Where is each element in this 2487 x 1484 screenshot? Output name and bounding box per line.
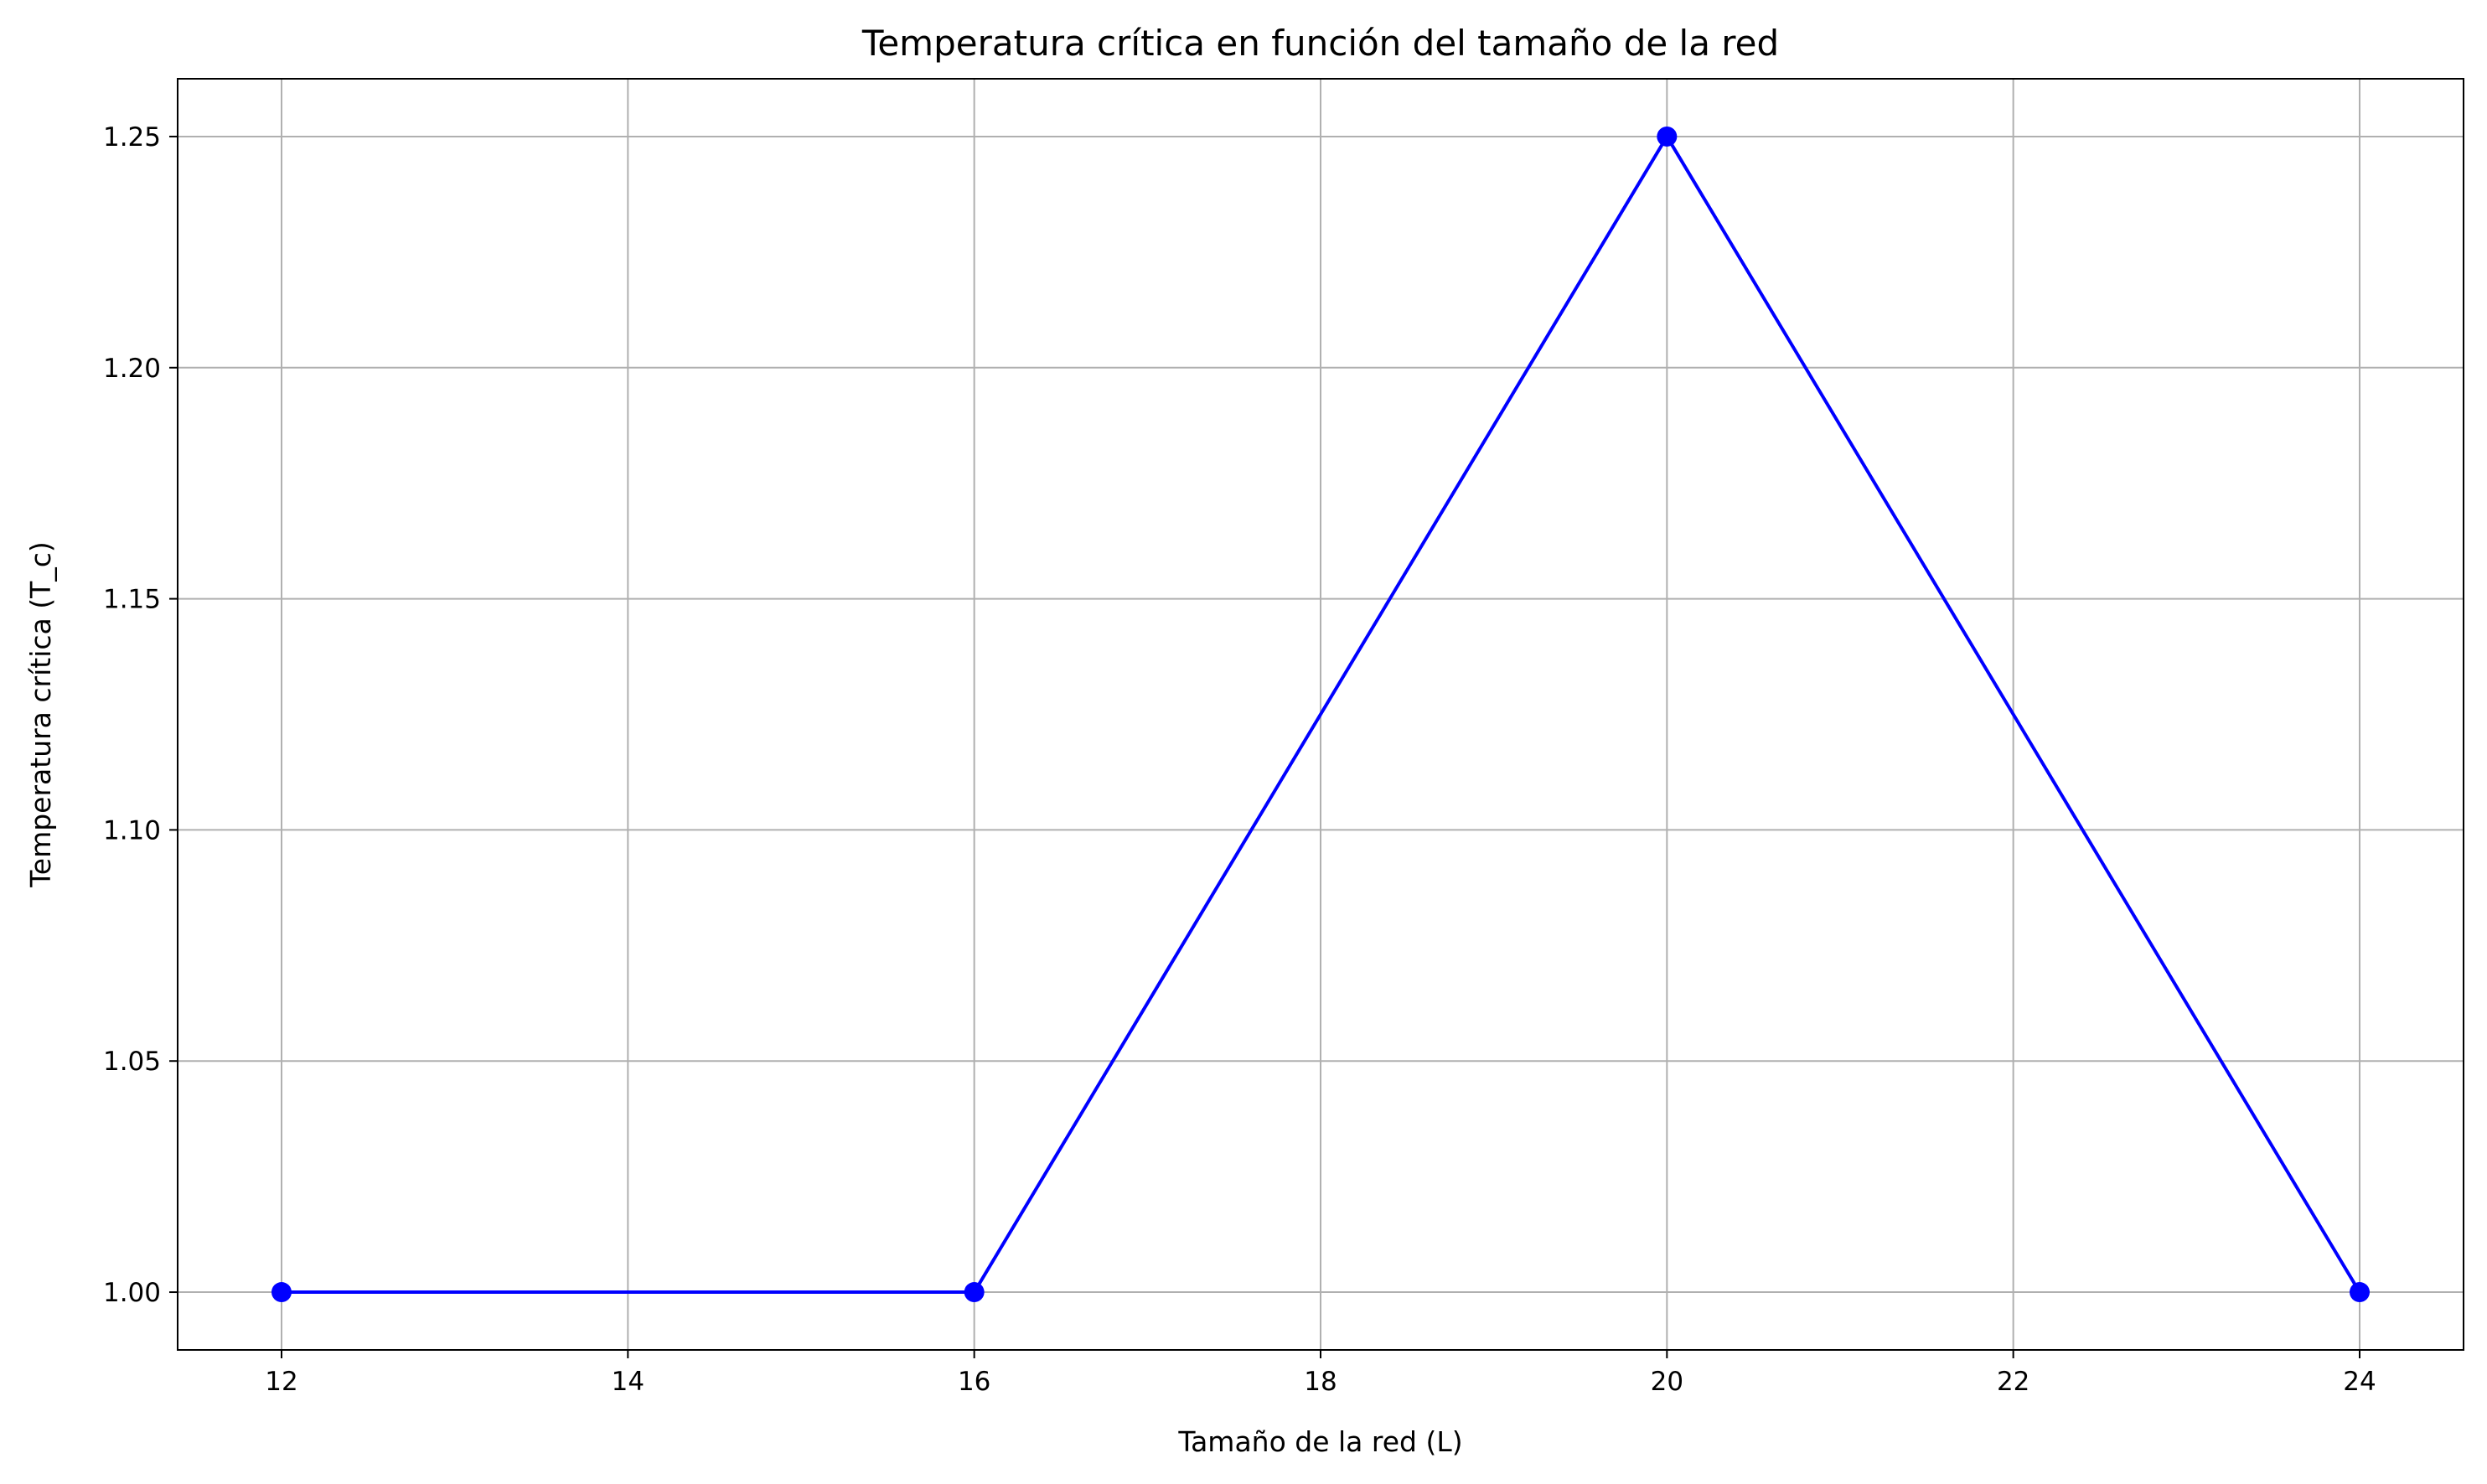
- x-axis-label: Tamaño de la red (L): [1177, 1425, 1462, 1458]
- ticks-layer: 12 14 16 18 20 22 24 1.00 1.05 1.10 1.15 1.20 1.25: [103, 122, 2376, 1397]
- data-point: [964, 1282, 985, 1303]
- x-tick-label: 20: [1651, 1367, 1683, 1397]
- data-point: [1657, 126, 1678, 147]
- y-axis-label: Temperatura crítica (T_c): [24, 541, 57, 888]
- x-tick-label: 24: [2343, 1367, 2376, 1397]
- y-tick-label: 1.25: [103, 122, 161, 153]
- x-tick-label: 18: [1304, 1367, 1337, 1397]
- x-tick-label: 12: [265, 1367, 297, 1397]
- x-tick-label: 16: [958, 1367, 990, 1397]
- data-point: [271, 1282, 292, 1303]
- y-tick-label: 1.20: [103, 354, 161, 384]
- x-tick-label: 14: [612, 1367, 644, 1397]
- series-layer: [271, 126, 2370, 1303]
- series-line: [282, 134, 2361, 1295]
- data-point: [2350, 1282, 2370, 1303]
- y-tick-label: 1.15: [103, 585, 161, 615]
- y-tick-label: 1.00: [103, 1278, 161, 1308]
- x-tick-label: 22: [1997, 1367, 2029, 1397]
- chart-title: Temperatura crítica en función del tamañ…: [861, 23, 1779, 64]
- y-tick-label: 1.10: [103, 815, 161, 845]
- y-tick-label: 1.05: [103, 1047, 161, 1077]
